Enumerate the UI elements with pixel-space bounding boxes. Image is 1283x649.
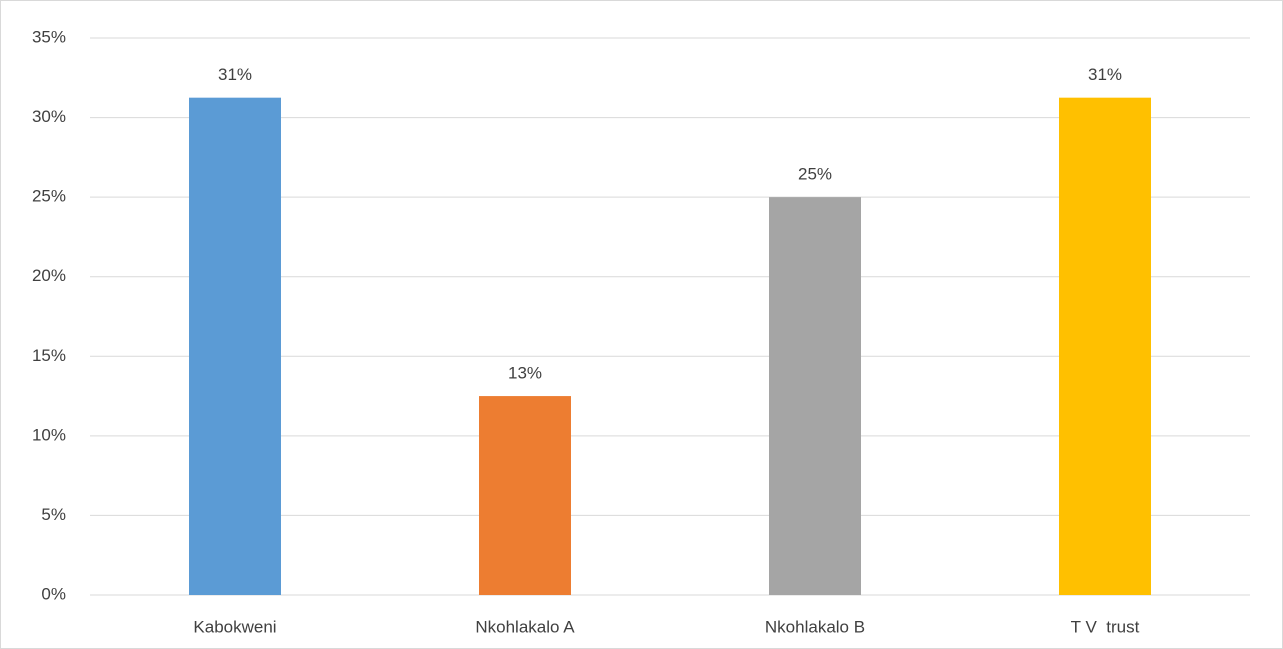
y-tick-label: 10% — [32, 425, 66, 444]
y-tick-label: 5% — [41, 505, 66, 524]
value-label: 13% — [508, 364, 542, 383]
y-tick-label: 20% — [32, 266, 66, 285]
x-tick-label: Nkohlakalo A — [475, 617, 575, 636]
y-tick-label: 35% — [32, 27, 66, 46]
y-tick-label: 30% — [32, 107, 66, 126]
y-tick-label: 25% — [32, 187, 66, 206]
y-tick-label: 0% — [41, 584, 66, 603]
value-label: 31% — [218, 65, 252, 84]
y-tick-label: 15% — [32, 346, 66, 365]
x-tick-label: Nkohlakalo B — [765, 617, 865, 636]
value-label: 31% — [1088, 65, 1122, 84]
bar — [769, 197, 861, 595]
x-tick-label: Kabokweni — [193, 617, 276, 636]
bar — [189, 97, 281, 595]
bar — [479, 396, 571, 595]
value-label: 25% — [798, 165, 832, 184]
x-tick-label: T V trust — [1071, 617, 1140, 636]
bar — [1059, 97, 1151, 595]
